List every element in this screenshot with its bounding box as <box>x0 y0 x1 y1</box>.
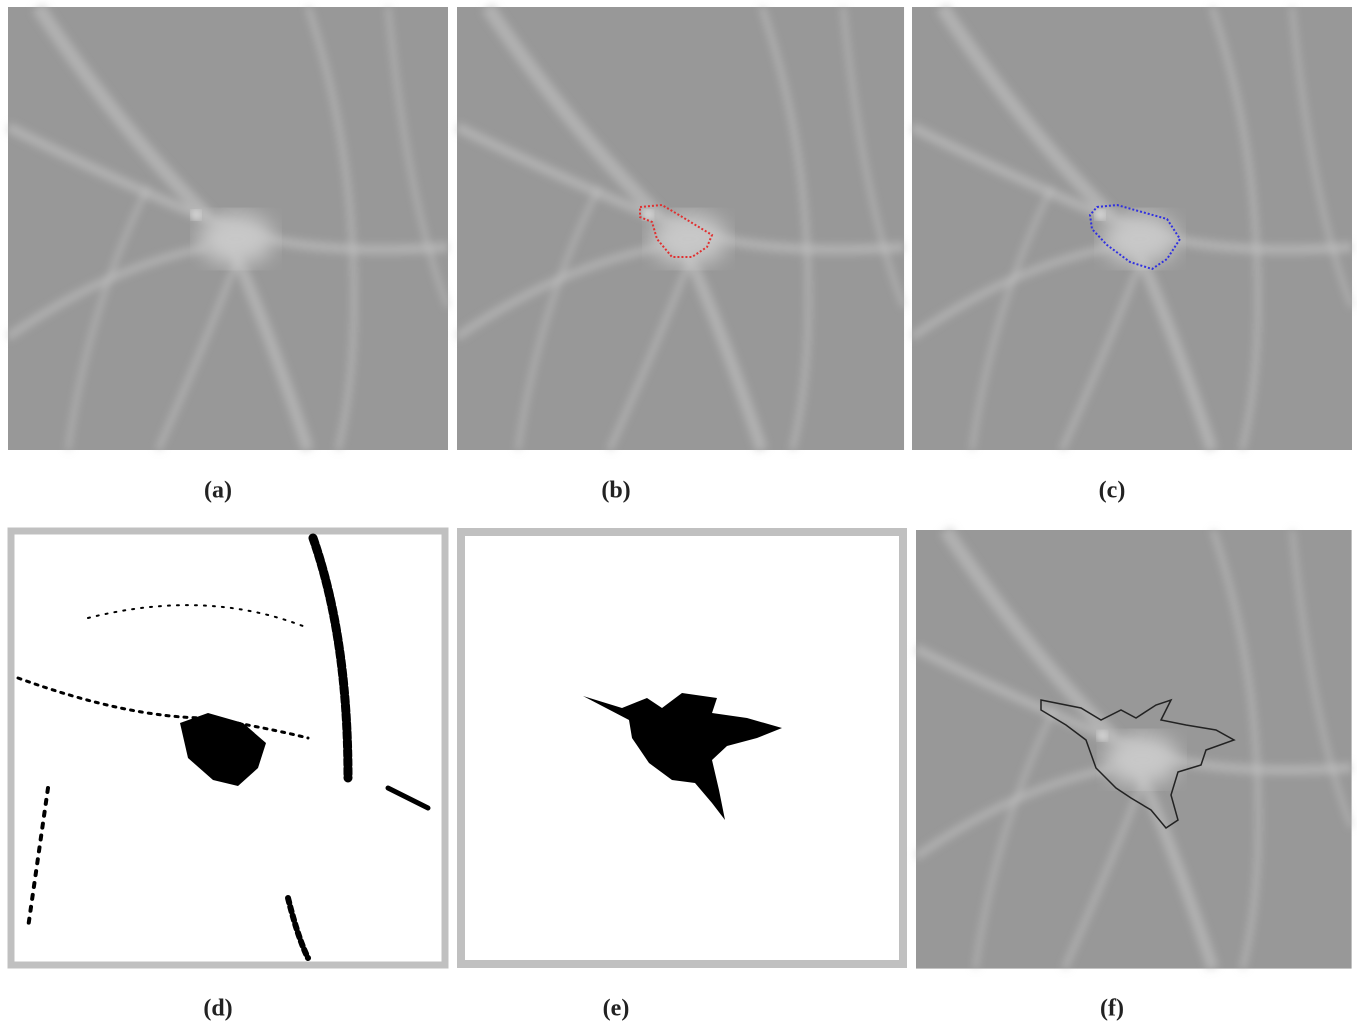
image-panel <box>11 531 445 965</box>
image-panel <box>457 7 904 450</box>
panel-label: (e) <box>603 996 630 1022</box>
panel-label: (f) <box>1100 996 1124 1022</box>
image-panel <box>912 7 1352 450</box>
panel-label: (d) <box>203 996 232 1022</box>
image-panel <box>916 530 1352 969</box>
figure: (a) (b) (c) (d) (e) (f) <box>0 0 1357 1030</box>
image-panel <box>461 532 903 964</box>
panel-label: (c) <box>1099 478 1126 504</box>
panel-label: (a) <box>204 478 232 504</box>
image-panel <box>8 7 448 450</box>
page: (a) (b) (c) (d) (e) (f) (() => { const d… <box>0 0 1357 1030</box>
panel-label: (b) <box>601 478 630 504</box>
